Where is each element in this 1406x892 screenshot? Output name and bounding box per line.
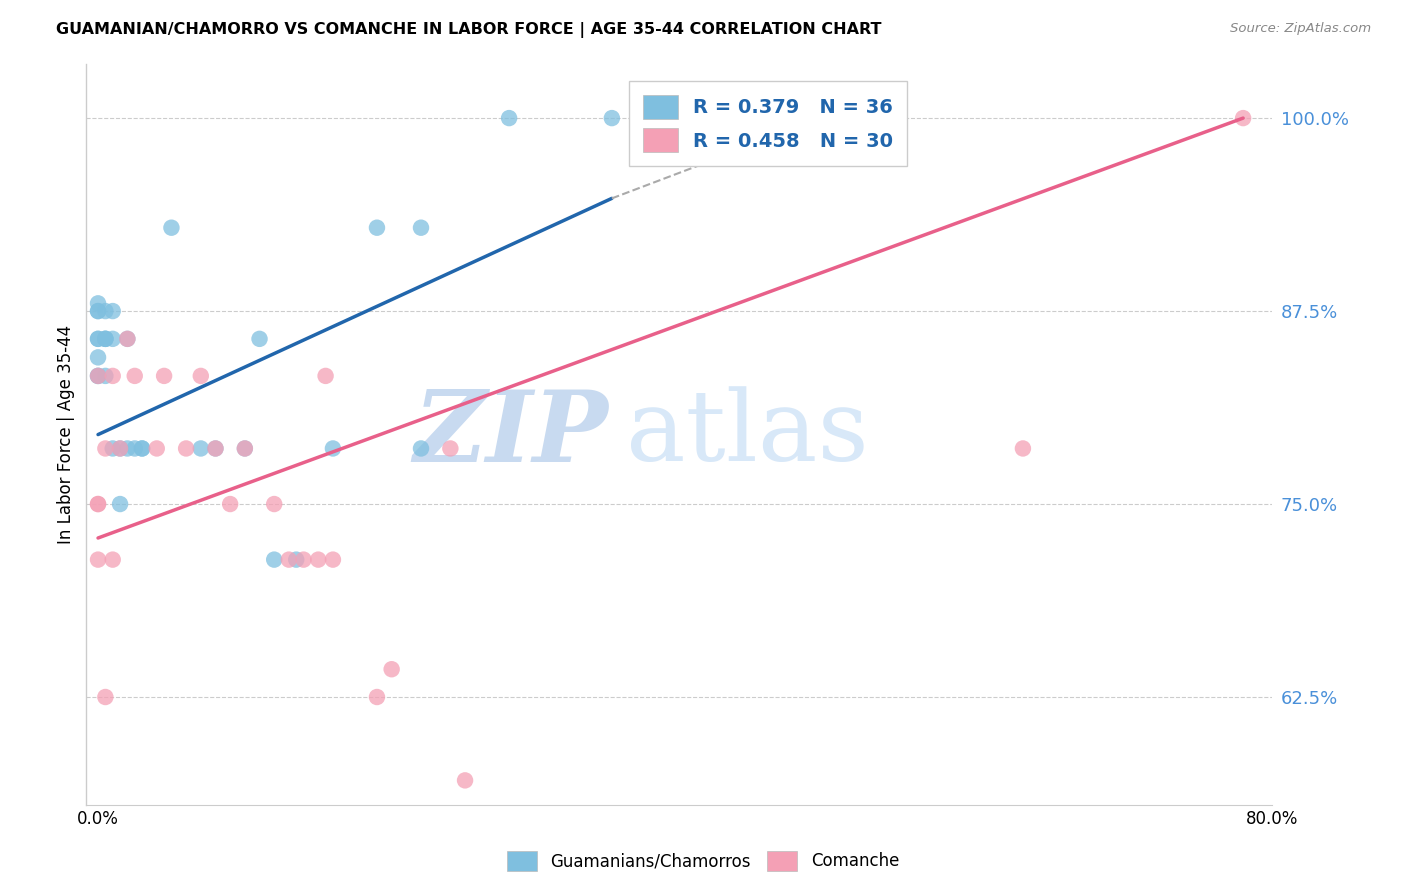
Point [101, 552, 124, 566]
Point [87, 368, 110, 383]
Point [101, 368, 124, 383]
Point [131, 442, 153, 456]
Point [153, 368, 176, 383]
Point [108, 442, 131, 456]
Point [145, 442, 167, 456]
Point [94, 368, 117, 383]
Point [94, 332, 117, 346]
Point [190, 442, 212, 456]
Point [94, 332, 117, 346]
Point [87, 304, 110, 318]
Point [409, 220, 432, 235]
Point [87, 497, 110, 511]
Text: Source: ZipAtlas.com: Source: ZipAtlas.com [1230, 22, 1371, 36]
Point [108, 442, 131, 456]
Legend: R = 0.379   N = 36, R = 0.458   N = 30: R = 0.379 N = 36, R = 0.458 N = 30 [628, 81, 907, 166]
Point [1232, 111, 1254, 125]
Point [108, 497, 131, 511]
Point [87, 332, 110, 346]
Text: atlas: atlas [626, 386, 869, 483]
Point [219, 497, 242, 511]
Point [322, 442, 344, 456]
Point [117, 332, 139, 346]
Point [117, 332, 139, 346]
Point [174, 442, 197, 456]
Point [315, 368, 337, 383]
Point [233, 442, 256, 456]
Point [117, 442, 139, 456]
Point [285, 552, 308, 566]
Text: ZIP: ZIP [413, 386, 609, 483]
Point [101, 304, 124, 318]
Point [498, 111, 520, 125]
Point [233, 442, 256, 456]
Point [366, 690, 388, 704]
Point [366, 220, 388, 235]
Point [101, 442, 124, 456]
Point [87, 368, 110, 383]
Point [292, 552, 315, 566]
Point [249, 332, 271, 346]
Point [87, 296, 110, 310]
Point [101, 332, 124, 346]
Point [87, 304, 110, 318]
Legend: Guamanians/Chamorros, Comanche: Guamanians/Chamorros, Comanche [499, 842, 907, 880]
Point [94, 332, 117, 346]
Point [1012, 442, 1035, 456]
Point [409, 442, 432, 456]
Point [94, 304, 117, 318]
Point [277, 552, 299, 566]
Point [87, 351, 110, 365]
Point [124, 368, 146, 383]
Text: GUAMANIAN/CHAMORRO VS COMANCHE IN LABOR FORCE | AGE 35-44 CORRELATION CHART: GUAMANIAN/CHAMORRO VS COMANCHE IN LABOR … [56, 22, 882, 38]
Point [94, 690, 117, 704]
Point [124, 442, 146, 456]
Point [131, 442, 153, 456]
Point [454, 773, 477, 788]
Point [87, 368, 110, 383]
Point [87, 332, 110, 346]
Point [322, 552, 344, 566]
Point [160, 220, 183, 235]
Point [190, 368, 212, 383]
Point [263, 497, 285, 511]
Point [204, 442, 226, 456]
Point [94, 442, 117, 456]
Point [263, 552, 285, 566]
Point [204, 442, 226, 456]
Point [439, 442, 461, 456]
Y-axis label: In Labor Force | Age 35-44: In Labor Force | Age 35-44 [58, 325, 75, 544]
Point [87, 552, 110, 566]
Point [87, 497, 110, 511]
Point [381, 662, 404, 676]
Point [307, 552, 329, 566]
Point [600, 111, 623, 125]
